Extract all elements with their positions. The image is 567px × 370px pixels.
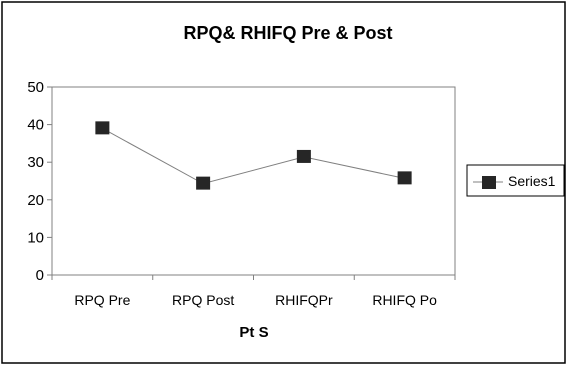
x-axis: RPQ Pre RPQ Post RHIFQPr RHIFQ Po [51,275,456,308]
x-tick-label: RPQ Post [172,292,234,308]
data-point-marker [296,149,311,163]
legend: Series1 [466,164,565,197]
x-tick-label: RHIFQ Po [372,292,437,308]
y-tick-label: 20 [27,192,44,209]
chart-title: RPQ& RHIFQ Pre & Post [183,23,392,43]
data-point-marker [196,176,211,190]
series-line [102,127,405,185]
y-tick-label: 40 [27,117,44,134]
series-group [95,121,412,190]
y-tick-label: 30 [27,154,44,171]
data-point-marker [397,171,412,185]
legend-marker-swatch [482,176,496,189]
x-axis-title: Pt S [239,324,268,341]
y-axis: 0 10 20 30 40 50 [27,79,52,284]
y-tick-label: 10 [27,229,44,246]
y-tick-label: 0 [36,267,44,284]
data-point-marker [95,121,110,135]
plot-area [51,86,456,276]
y-tick-label: 50 [27,79,44,96]
x-tick-label: RPQ Pre [74,292,130,308]
legend-label-series1: Series1 [508,173,556,189]
x-tick-label: RHIFQPr [275,292,333,308]
